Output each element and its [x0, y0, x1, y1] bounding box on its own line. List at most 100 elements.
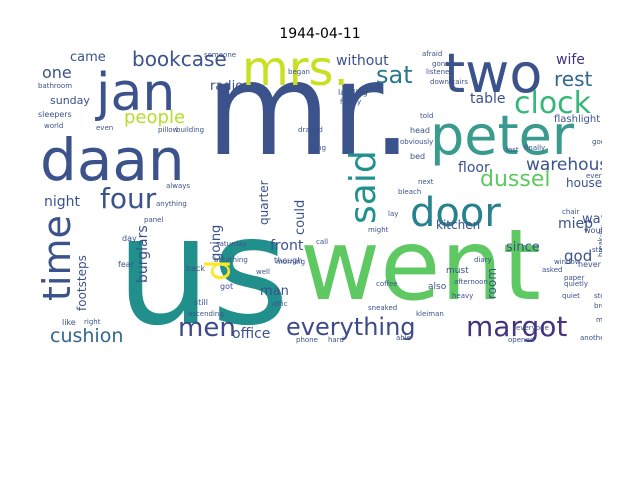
word-pillow: pillow — [158, 126, 179, 134]
word-sleepers: sleepers — [38, 110, 72, 119]
word-mrs: mrs. — [242, 49, 349, 97]
word-footsteps: footsteps — [75, 255, 89, 311]
word-god: god — [564, 247, 593, 265]
word-bookcase: bookcase — [132, 49, 227, 71]
word-listened: listened — [426, 68, 454, 76]
word-door: door — [410, 190, 501, 236]
word-one: one — [42, 63, 72, 82]
word-breathing: breathing — [214, 256, 248, 264]
word-began: began — [288, 68, 310, 76]
word-kleiman: kleiman — [416, 310, 444, 318]
word-finally-2: finally — [524, 144, 546, 152]
word-afraid: afraid — [422, 50, 443, 58]
word-got: got — [220, 282, 234, 291]
word-ascending: ascending — [188, 310, 224, 318]
word-burglars: burglars — [135, 225, 151, 283]
word-margot: margot — [466, 310, 568, 343]
word-might: might — [368, 226, 389, 234]
word-flashlight: flashlight — [554, 114, 601, 125]
word-since: since — [506, 240, 540, 255]
word-panel: panel — [144, 216, 164, 224]
word-cushion: cushion — [50, 325, 124, 346]
word-jan: jan — [96, 63, 176, 123]
word-two: two — [444, 49, 543, 105]
word-opened: opened — [508, 336, 535, 344]
word-wife: wife — [556, 52, 585, 68]
word-call: call — [316, 238, 329, 246]
word-four: four — [100, 182, 157, 215]
word-well: well — [256, 268, 270, 276]
word-front: front — [270, 238, 304, 254]
word-miep: miep — [558, 216, 594, 232]
word-us: us — [116, 185, 290, 345]
word-fear: fear — [118, 260, 134, 269]
word-night: night — [44, 194, 81, 210]
word-able: able — [396, 334, 411, 342]
word-phone: phone — [296, 336, 318, 344]
word-bed: bed — [410, 152, 426, 161]
word-never: never — [578, 260, 601, 269]
word-someone: someone — [204, 51, 237, 59]
word-could: could — [293, 199, 308, 235]
chart-title: 1944-04-11 — [279, 26, 361, 42]
word-floor: floor — [458, 160, 490, 176]
word-stove: stove — [594, 292, 602, 300]
word-kitchen: kitchen — [436, 218, 481, 232]
word-sunday: sunday — [50, 94, 90, 107]
word-warehouse: warehouse — [526, 155, 602, 175]
word-man: man — [260, 284, 289, 299]
word-coffee: coffee — [376, 280, 398, 288]
word-came: came — [70, 50, 106, 65]
word-even: even — [96, 124, 114, 132]
word-heavy: heavy — [452, 292, 474, 300]
word-another: another — [580, 334, 602, 342]
word-landing: landing — [338, 88, 368, 97]
word-must: must — [446, 266, 469, 276]
word-world: world — [44, 122, 64, 130]
word-sat: sat — [376, 61, 413, 89]
word-next: next — [418, 178, 434, 186]
word-everything: everything — [286, 313, 416, 341]
word-bread: bread — [594, 302, 602, 310]
word-asked: asked — [542, 266, 563, 274]
word-stairs: stairs — [592, 246, 602, 254]
word-attic: attic — [272, 300, 288, 308]
word-still: still — [194, 298, 208, 307]
word-finally: finally — [340, 98, 362, 106]
word-obviously: obviously — [400, 138, 434, 146]
word-saturday: saturday — [216, 240, 247, 248]
word-without: without — [336, 53, 389, 69]
word-mr: mr. — [206, 49, 413, 185]
word-good: good — [592, 138, 602, 146]
word-quiet: quiet — [562, 292, 580, 300]
word-paper: paper — [564, 274, 585, 282]
word-building: building — [176, 126, 205, 134]
word-made: made — [596, 316, 602, 324]
word-gone: gone — [432, 60, 450, 68]
word-time: time — [38, 215, 79, 301]
word-lost: lost — [506, 146, 519, 154]
word-men: men — [178, 313, 236, 343]
word-way: way — [582, 212, 602, 227]
word-rest: rest — [554, 67, 593, 91]
word-day: day — [122, 234, 137, 243]
word-lay: lay — [388, 210, 399, 218]
word-afternoon: afternoon — [454, 278, 488, 286]
word-dussel: dussel — [480, 167, 551, 192]
word-right: right — [84, 318, 101, 326]
word-told: told — [420, 112, 434, 120]
word-daan: daan — [40, 126, 185, 194]
word-peter: peter — [430, 104, 575, 167]
word-morning: morning — [276, 258, 306, 266]
word-draped: draped — [298, 126, 323, 134]
word-bathroom: bathroom — [38, 82, 73, 90]
word-clock: clock — [514, 86, 592, 121]
word-thing: thing — [308, 144, 327, 152]
word-like: like — [62, 318, 76, 327]
word-said: said — [343, 150, 384, 224]
word-went: went — [300, 209, 541, 323]
word-quietly: quietly — [564, 280, 588, 288]
word-people: people — [124, 107, 186, 128]
word-sneaked: sneaked — [368, 304, 398, 312]
word-cloud: mr. us went peter daan two jan mrs. door… — [38, 49, 602, 345]
